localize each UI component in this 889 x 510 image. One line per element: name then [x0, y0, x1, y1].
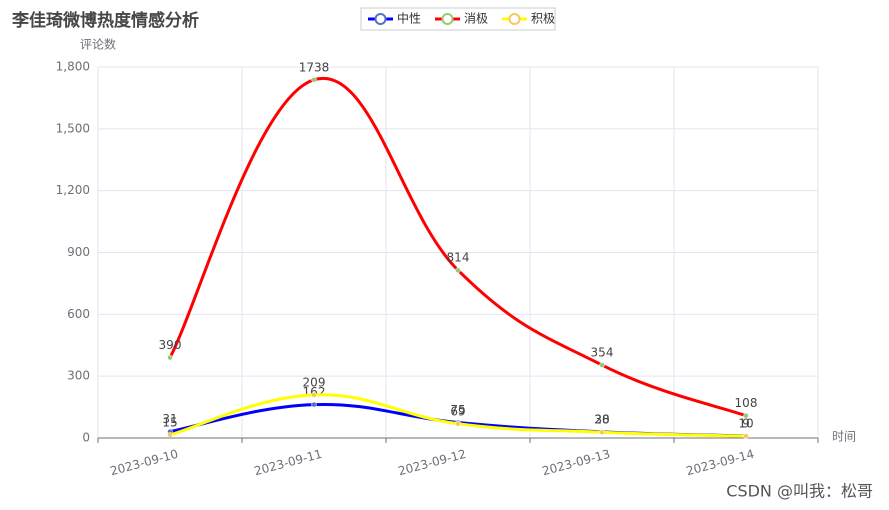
- data-label: 390: [159, 338, 182, 352]
- data-label: 15: [162, 415, 177, 429]
- data-label: 31: [162, 412, 177, 426]
- data-point: [167, 354, 173, 361]
- data-label: 1738: [299, 60, 330, 74]
- legend-label[interactable]: 中性: [397, 11, 421, 26]
- y-tick-label: 1,500: [56, 121, 90, 135]
- x-tick-label: 2023-09-14: [685, 447, 756, 479]
- data-point: [455, 421, 461, 427]
- data-label: 354: [591, 346, 614, 360]
- data-label: 30: [594, 412, 609, 426]
- data-point: [743, 433, 749, 439]
- series-line: [168, 76, 747, 418]
- data-label: 28: [594, 413, 609, 427]
- data-point: [743, 412, 749, 419]
- data-label: 69: [450, 404, 465, 418]
- y-tick-label: 600: [67, 307, 90, 321]
- x-tick-label: 2023-09-12: [397, 447, 468, 479]
- y-tick-label: 0: [82, 431, 90, 445]
- y-tick-label: 1,200: [56, 183, 90, 197]
- x-axis-title: 时间: [832, 430, 856, 444]
- y-tick-label: 300: [67, 369, 90, 383]
- data-point: [311, 392, 317, 398]
- legend-marker[interactable]: [508, 13, 521, 25]
- legend-marker[interactable]: [441, 13, 454, 25]
- data-point: [167, 432, 173, 438]
- data-label: 814: [447, 251, 470, 265]
- data-point: [311, 401, 317, 408]
- data-label: 108: [735, 396, 758, 410]
- y-tick-label: 900: [67, 245, 90, 259]
- chart-title: 李佳琦微博热度情感分析: [12, 10, 199, 31]
- legend-label[interactable]: 消极: [464, 12, 488, 26]
- data-label: 209: [303, 375, 326, 389]
- data-label: 10: [738, 416, 753, 430]
- watermark: CSDN @叫我：松哥: [726, 482, 873, 501]
- data-point: [311, 77, 317, 83]
- x-tick-label: 2023-09-11: [253, 447, 324, 479]
- x-tick-label: 2023-09-10: [109, 447, 180, 479]
- data-label: 9: [742, 417, 750, 431]
- x-tick-label: 2023-09-13: [541, 447, 612, 479]
- legend-label[interactable]: 积极: [531, 12, 555, 26]
- data-point: [599, 429, 605, 435]
- data-point: [455, 267, 461, 273]
- y-tick-label: 1,800: [56, 60, 90, 74]
- legend-box: [360, 7, 556, 31]
- data-point: [599, 362, 605, 368]
- data-label: 75: [450, 403, 465, 417]
- legend-marker[interactable]: [374, 13, 387, 25]
- y-axis-title: 评论数: [80, 37, 116, 52]
